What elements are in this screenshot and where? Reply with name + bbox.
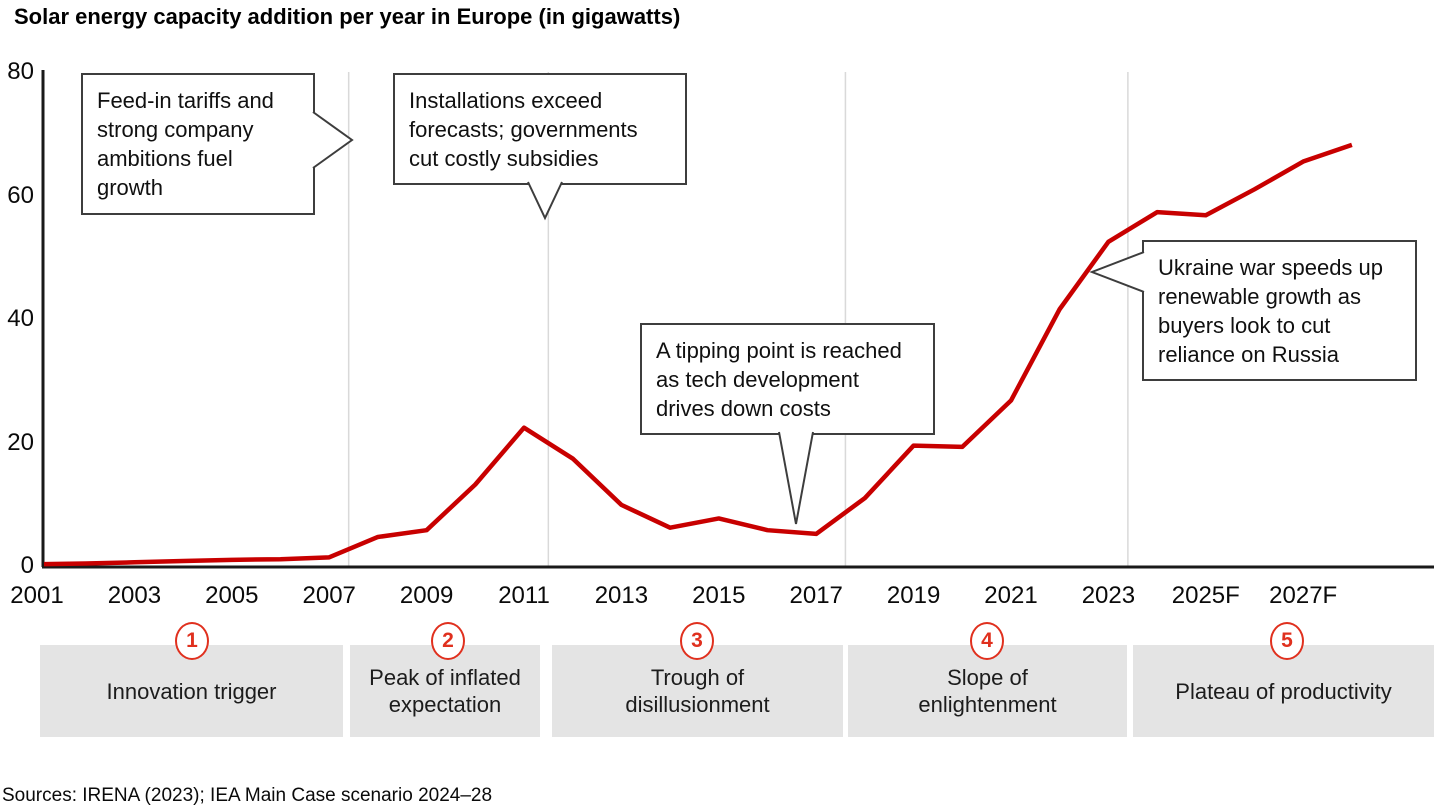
phase-label: Slope of enlightenment: [918, 665, 1057, 717]
callout-text: Installations exceed forecasts; governme…: [409, 88, 638, 171]
callout-tipping-point: A tipping point is reached as tech devel…: [640, 323, 935, 435]
phase-number-badge-4: 4: [970, 622, 1004, 660]
callout-tail-left: [1092, 252, 1144, 292]
x-axis-tick-label: 2025F: [1171, 582, 1240, 609]
source-note: Sources: IRENA (2023); IEA Main Case sce…: [2, 785, 493, 806]
phase-box-innovation-trigger: Innovation trigger: [40, 645, 343, 737]
phase-label: Plateau of productivity: [1175, 678, 1392, 704]
y-axis-tick-label: 60: [7, 181, 34, 209]
phase-box-peak-of-inflated-expectation: Peak of inflated expectation: [350, 645, 540, 737]
callout-tail-down-long: [779, 431, 813, 524]
callout-text: Feed-in tariffs and strong company ambit…: [97, 88, 274, 200]
x-axis-tick-label: 2027F: [1269, 582, 1338, 609]
x-axis-tick-label: 2005: [205, 582, 259, 609]
phase-label: Trough of disillusionment: [625, 665, 770, 717]
capacity-line: [43, 142, 1353, 567]
phase-number-badge-5: 5: [1270, 622, 1304, 660]
x-axis-tick-label: 2001: [10, 582, 64, 609]
y-axis-tick-label: 0: [20, 552, 34, 579]
x-axis-tick-label: 2011: [498, 582, 550, 609]
callout-text: Ukraine war speeds up renewable growth a…: [1158, 255, 1384, 367]
callout-text: A tipping point is reached as tech devel…: [656, 338, 902, 421]
x-axis-tick-label: 2023: [1081, 582, 1136, 609]
x-axis-tick-label: 2013: [594, 582, 649, 609]
x-axis-tick-label: 2017: [789, 582, 843, 609]
phase-box-plateau-of-productivity: Plateau of productivity: [1133, 645, 1434, 737]
callout-ukraine-war: Ukraine war speeds up renewable growth a…: [1142, 240, 1417, 381]
phase-number-badge-2: 2: [431, 622, 465, 660]
phase-box-slope-of-enlightenment: Slope of enlightenment: [848, 645, 1127, 737]
phase-number-badge-3: 3: [680, 622, 714, 660]
y-axis-tick-label: 20: [7, 428, 34, 456]
y-axis-tick-label: 80: [7, 58, 34, 85]
x-axis-tick-label: 2015: [692, 582, 746, 609]
phase-number-badge-1: 1: [175, 622, 209, 660]
phase-label: Innovation trigger: [106, 678, 277, 704]
x-axis-tick-label: 2019: [886, 582, 941, 609]
phase-box-trough-of-disillusionment: Trough of disillusionment: [552, 645, 843, 737]
page-title: Solar energy capacity addition per year …: [14, 4, 681, 29]
x-axis-tick-label: 2009: [399, 582, 454, 609]
callout-tail-right: [313, 112, 352, 168]
phase-label: Peak of inflated expectation: [369, 665, 521, 717]
x-axis-tick-label: 2003: [107, 582, 162, 609]
x-axis-tick-label: 2007: [302, 582, 356, 609]
y-axis-tick-label: 40: [7, 305, 34, 332]
x-axis-tick-label: 2021: [984, 582, 1038, 609]
callout-tail-down: [528, 181, 562, 218]
